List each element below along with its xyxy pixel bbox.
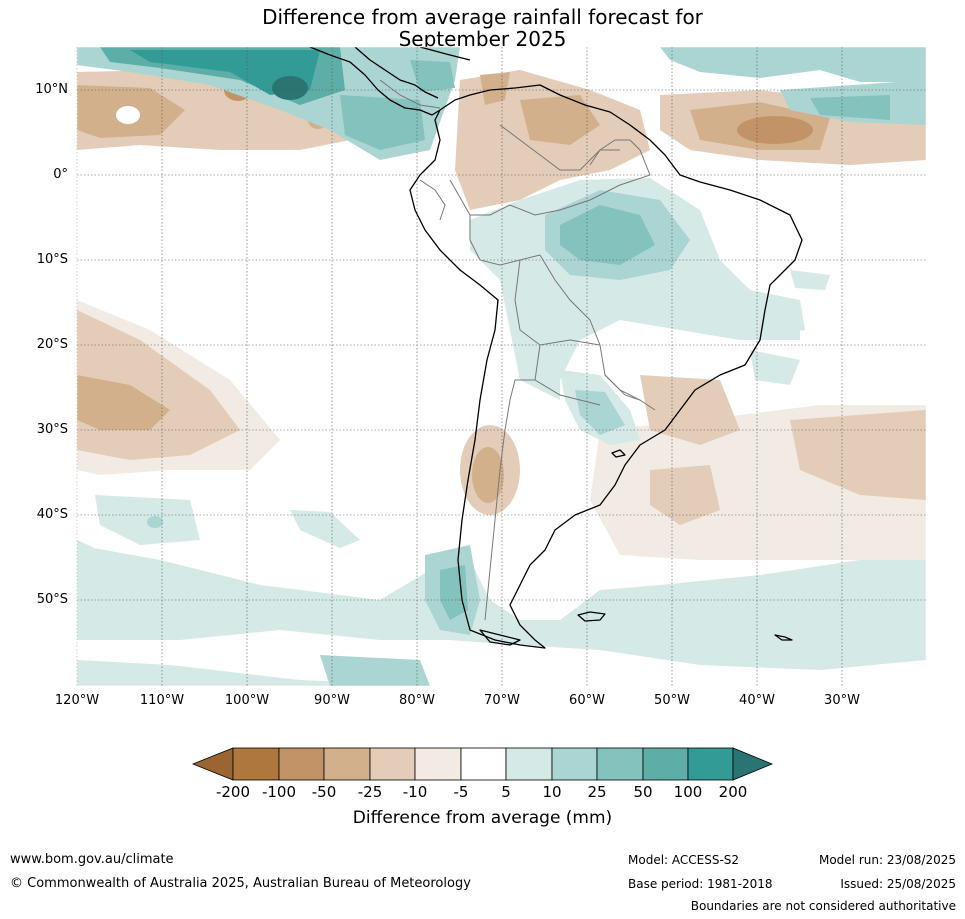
colorbar-tick-label: 50 bbox=[633, 783, 653, 801]
wet-anomaly-region bbox=[272, 76, 308, 100]
wet-anomaly-region bbox=[750, 350, 800, 385]
dry-anomaly-region bbox=[77, 375, 170, 430]
lon-label-100w: 100°W bbox=[224, 693, 270, 708]
lon-label-30w: 30°W bbox=[824, 693, 860, 708]
colorbar-swatch bbox=[551, 747, 598, 781]
colorbar bbox=[191, 747, 774, 781]
wet-anomaly-region bbox=[147, 516, 163, 528]
map-title-line-2: September 2025 bbox=[398, 27, 567, 51]
colorbar-tick-label: 25 bbox=[587, 783, 607, 801]
colorbar-title: Difference from average (mm) bbox=[352, 808, 613, 828]
colorbar-tick-label: -50 bbox=[311, 783, 337, 801]
south-georgia bbox=[774, 634, 793, 641]
lon-label-90w: 90°W bbox=[314, 693, 350, 708]
wet-anomaly-region bbox=[77, 545, 926, 670]
wet-anomaly-region bbox=[320, 655, 430, 686]
colorbar-swatch bbox=[460, 747, 507, 781]
colorbar-swatch bbox=[278, 747, 325, 781]
colorbar-tick-label: -100 bbox=[261, 783, 297, 801]
wet-anomaly-region bbox=[790, 270, 830, 290]
lat-label-0: 0° bbox=[53, 167, 68, 182]
model-name: Model: ACCESS-S2 bbox=[628, 853, 740, 867]
tierra-del-fuego bbox=[479, 629, 521, 646]
wet-anomaly-region bbox=[560, 205, 655, 265]
graticule bbox=[76, 47, 926, 686]
colorbar-swatch bbox=[642, 747, 689, 781]
dry-anomaly-region bbox=[480, 72, 510, 105]
central-america-coastline bbox=[354, 47, 439, 99]
colorbar-tick-label: -10 bbox=[402, 783, 428, 801]
colorbar-tick-label: -5 bbox=[453, 783, 469, 801]
colorbar-swatch bbox=[596, 747, 644, 781]
copyright-notice: © Commonwealth of Australia 2025, Austra… bbox=[10, 876, 471, 891]
lat-label-40s: 40°S bbox=[36, 507, 68, 522]
wet-anomaly-region bbox=[810, 95, 890, 120]
dry-anomaly-region bbox=[640, 375, 740, 445]
falkland-islands bbox=[577, 611, 606, 622]
lake bbox=[611, 449, 626, 458]
map-title-line-1: Difference from average rainfall forecas… bbox=[262, 5, 703, 29]
dry-anomaly-region bbox=[116, 106, 140, 124]
wet-anomaly-region bbox=[130, 50, 320, 95]
colorbar-tick-label: 5 bbox=[501, 783, 511, 801]
dry-anomaly-region bbox=[650, 465, 720, 525]
country-borders bbox=[379, 79, 656, 621]
dry-anomaly-region bbox=[790, 410, 926, 500]
colorbar-swatch bbox=[323, 747, 371, 781]
boundaries-disclaimer: Boundaries are not considered authoritat… bbox=[690, 899, 956, 913]
wet-anomaly-region bbox=[77, 660, 430, 686]
wet-anomaly-region bbox=[440, 565, 468, 620]
dry-anomaly-region bbox=[737, 116, 813, 144]
lon-label-80w: 80°W bbox=[399, 693, 435, 708]
lon-label-40w: 40°W bbox=[739, 693, 775, 708]
lon-label-60w: 60°W bbox=[569, 693, 605, 708]
colorbar-swatch bbox=[687, 747, 734, 781]
wet-anomaly-region bbox=[575, 390, 625, 435]
coastlines bbox=[309, 47, 803, 649]
wet-anomaly-region bbox=[660, 47, 926, 82]
base-period: Base period: 1981-2018 bbox=[628, 877, 773, 891]
lat-label-10s: 10°S bbox=[36, 252, 68, 267]
lat-label-10n: 10°N bbox=[35, 82, 68, 97]
model-run-date: Model run: 23/08/2025 bbox=[818, 853, 956, 867]
caribbean-coastline bbox=[419, 47, 471, 61]
issued-date: Issued: 25/08/2025 bbox=[840, 877, 956, 891]
colorbar-tick-label: 100 bbox=[673, 783, 703, 801]
lon-label-120w: 120°W bbox=[54, 693, 100, 708]
colorbar-tick-label: 10 bbox=[542, 783, 562, 801]
lon-label-50w: 50°W bbox=[654, 693, 690, 708]
dry-anomaly-region bbox=[520, 95, 600, 145]
anomaly-fields bbox=[77, 47, 926, 686]
lat-label-20s: 20°S bbox=[36, 337, 68, 352]
lat-label-30s: 30°S bbox=[36, 422, 68, 437]
colorbar-tick-label: 200 bbox=[718, 783, 748, 801]
wet-anomaly-region bbox=[340, 95, 425, 150]
dry-anomaly-region bbox=[472, 447, 504, 503]
lon-label-110w: 110°W bbox=[139, 693, 185, 708]
lat-label-50s: 50°S bbox=[36, 592, 68, 607]
wet-anomaly-region bbox=[410, 60, 455, 92]
central-america-coastline bbox=[309, 47, 441, 116]
colorbar-swatch bbox=[232, 747, 280, 781]
colorbar-swatch bbox=[505, 747, 553, 781]
colorbar-tick-label: -25 bbox=[357, 783, 383, 801]
wet-anomaly-region bbox=[77, 540, 110, 615]
map-frame bbox=[76, 46, 927, 687]
wet-anomaly-region bbox=[290, 510, 360, 548]
lon-label-70w: 70°W bbox=[484, 693, 520, 708]
colorbar-swatch bbox=[369, 747, 416, 781]
website-link[interactable]: www.bom.gov.au/climate bbox=[10, 852, 174, 867]
colorbar-tick-label: -200 bbox=[215, 783, 251, 801]
colorbar-swatch-high-extend bbox=[732, 747, 774, 781]
wet-anomaly-region bbox=[750, 290, 805, 335]
south-america-coastline bbox=[409, 84, 803, 649]
colorbar-swatch-low-extend bbox=[191, 747, 234, 781]
colorbar-swatch bbox=[414, 747, 462, 781]
